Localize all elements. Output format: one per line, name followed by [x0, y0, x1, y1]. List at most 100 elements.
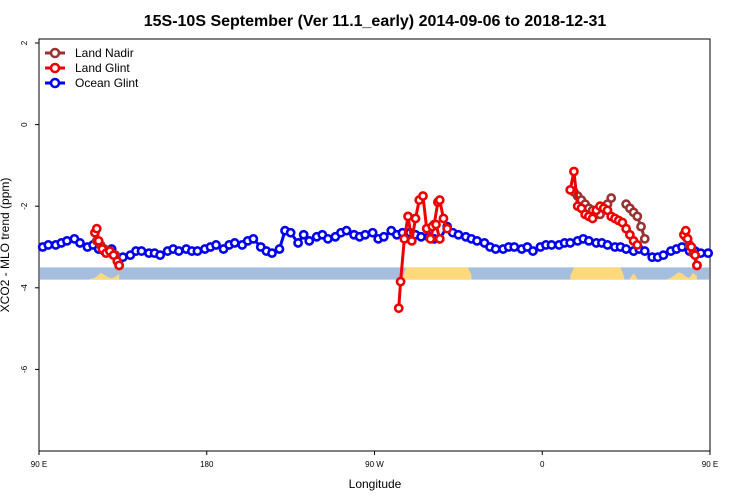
data-point-land-glint [690, 250, 700, 261]
data-point-land-glint [418, 191, 428, 201]
data-point-land-glint [114, 260, 125, 271]
data-point-land-glint [587, 213, 598, 224]
data-point-ocean-glint [62, 235, 72, 246]
data-point-land-glint [569, 166, 579, 177]
legend-entry-ocean-glint: Ocean Glint [45, 76, 139, 90]
data-point-land-glint [682, 233, 693, 244]
y-tick-label: 0 [20, 122, 29, 127]
data-point-ocean-glint [192, 246, 203, 256]
legend-entry-land-glint: Land Glint [45, 61, 130, 75]
data-point-land-glint [431, 219, 441, 230]
land-band-3 [629, 273, 638, 280]
data-point-ocean-glint [298, 229, 309, 240]
data-point-land-glint [434, 233, 445, 244]
data-point-ocean-glint [136, 246, 147, 256]
legend-entry-land-nadir: Land Nadir [45, 46, 134, 60]
data-point-land-glint [395, 276, 406, 287]
data-point-ocean-glint [360, 229, 371, 240]
data-point-ocean-glint [304, 235, 315, 246]
data-point-ocean-glint [565, 238, 576, 248]
land-band-0 [89, 272, 120, 280]
data-point-ocean-glint [602, 240, 613, 250]
legend-marker-land-nadir [49, 47, 61, 59]
data-point-land-nadir [636, 221, 646, 232]
legend-marker-ocean-glint [49, 77, 61, 89]
x-tick-label: 90 E [31, 460, 47, 469]
x-tick-label: 90 E [702, 460, 718, 469]
legend-marker-land-glint [49, 62, 61, 74]
data-point-ocean-glint [248, 233, 259, 244]
data-point-ocean-glint [274, 244, 285, 254]
data-point-ocean-glint [211, 240, 221, 250]
data-point-land-glint [565, 184, 576, 195]
data-point-land-glint [93, 235, 104, 246]
data-point-ocean-glint [639, 246, 650, 256]
data-point-ocean-glint [43, 240, 54, 250]
x-axis-label: Longitude [349, 477, 402, 491]
y-tick-label: -2 [20, 202, 29, 210]
land-band-1 [402, 267, 472, 280]
data-point-land-glint [399, 233, 410, 244]
data-point-ocean-glint [509, 242, 520, 252]
series-ocean-glint [37, 221, 714, 265]
data-point-land-nadir [639, 233, 650, 244]
data-point-ocean-glint [323, 233, 333, 244]
data-point-land-glint [406, 235, 417, 246]
land-band-2 [570, 267, 625, 280]
data-point-land-glint [438, 213, 449, 224]
data-point-ocean-glint [229, 238, 240, 248]
data-point-land-glint [680, 225, 691, 236]
data-point-ocean-glint [472, 235, 482, 246]
data-point-ocean-glint [677, 242, 687, 252]
data-point-land-glint [425, 233, 436, 244]
data-point-ocean-glint [378, 231, 389, 242]
legend-label-ocean-glint: Ocean Glint [75, 76, 139, 90]
data-point-land-glint [403, 211, 413, 222]
data-point-land-glint [434, 195, 445, 205]
data-point-ocean-glint [546, 240, 557, 250]
data-point-ocean-glint [293, 238, 303, 248]
data-point-ocean-glint [528, 246, 538, 256]
data-point-ocean-glint [416, 231, 426, 242]
x-tick-label: 90 W [365, 460, 384, 469]
y-tick-label: -6 [20, 365, 29, 373]
data-point-ocean-glint [658, 250, 669, 261]
data-point-ocean-glint [703, 248, 714, 259]
data-point-ocean-glint [621, 244, 632, 254]
axes: 90 E 180 90 W 0 90 E 2 0 -2 -4 -6 [20, 40, 718, 469]
series-land-nadir [91, 187, 702, 271]
data-point-land-glint [686, 242, 697, 252]
series-layer [37, 166, 714, 314]
data-point-ocean-glint [453, 229, 464, 240]
data-point-ocean-glint [75, 238, 85, 248]
y-axis-label: XCO2 - MLO trend (ppm) [0, 178, 12, 313]
land-band-4 [667, 272, 697, 280]
surface-band [40, 267, 709, 280]
data-point-land-glint [442, 223, 453, 234]
data-point-ocean-glint [155, 250, 166, 261]
x-tick-label: 0 [540, 460, 545, 469]
series-land-glint [90, 166, 702, 314]
legend-label-land-nadir: Land Nadir [75, 46, 134, 60]
data-point-ocean-glint [173, 246, 184, 256]
data-point-land-nadir [606, 193, 617, 203]
y-tick-label: -4 [20, 284, 29, 292]
legend: Land Nadir Land Glint Ocean Glint [45, 46, 139, 90]
chart-title: 15S-10S September (Ver 11.1_early) 2014-… [144, 13, 607, 30]
y-tick-label: 2 [20, 40, 29, 45]
data-point-ocean-glint [490, 244, 501, 254]
ocean-band [40, 267, 709, 280]
data-point-land-glint [632, 240, 643, 250]
data-point-ocean-glint [267, 248, 277, 259]
legend-label-land-glint: Land Glint [75, 61, 130, 75]
data-point-ocean-glint [583, 235, 594, 246]
data-point-ocean-glint [367, 227, 378, 238]
data-point-land-glint [393, 303, 404, 314]
data-point-land-glint [410, 213, 421, 224]
data-point-ocean-glint [341, 225, 352, 236]
data-point-land-glint [692, 260, 702, 271]
data-point-land-nadir [632, 211, 643, 222]
x-tick-label: 180 [200, 460, 214, 469]
data-point-land-glint [91, 223, 102, 234]
